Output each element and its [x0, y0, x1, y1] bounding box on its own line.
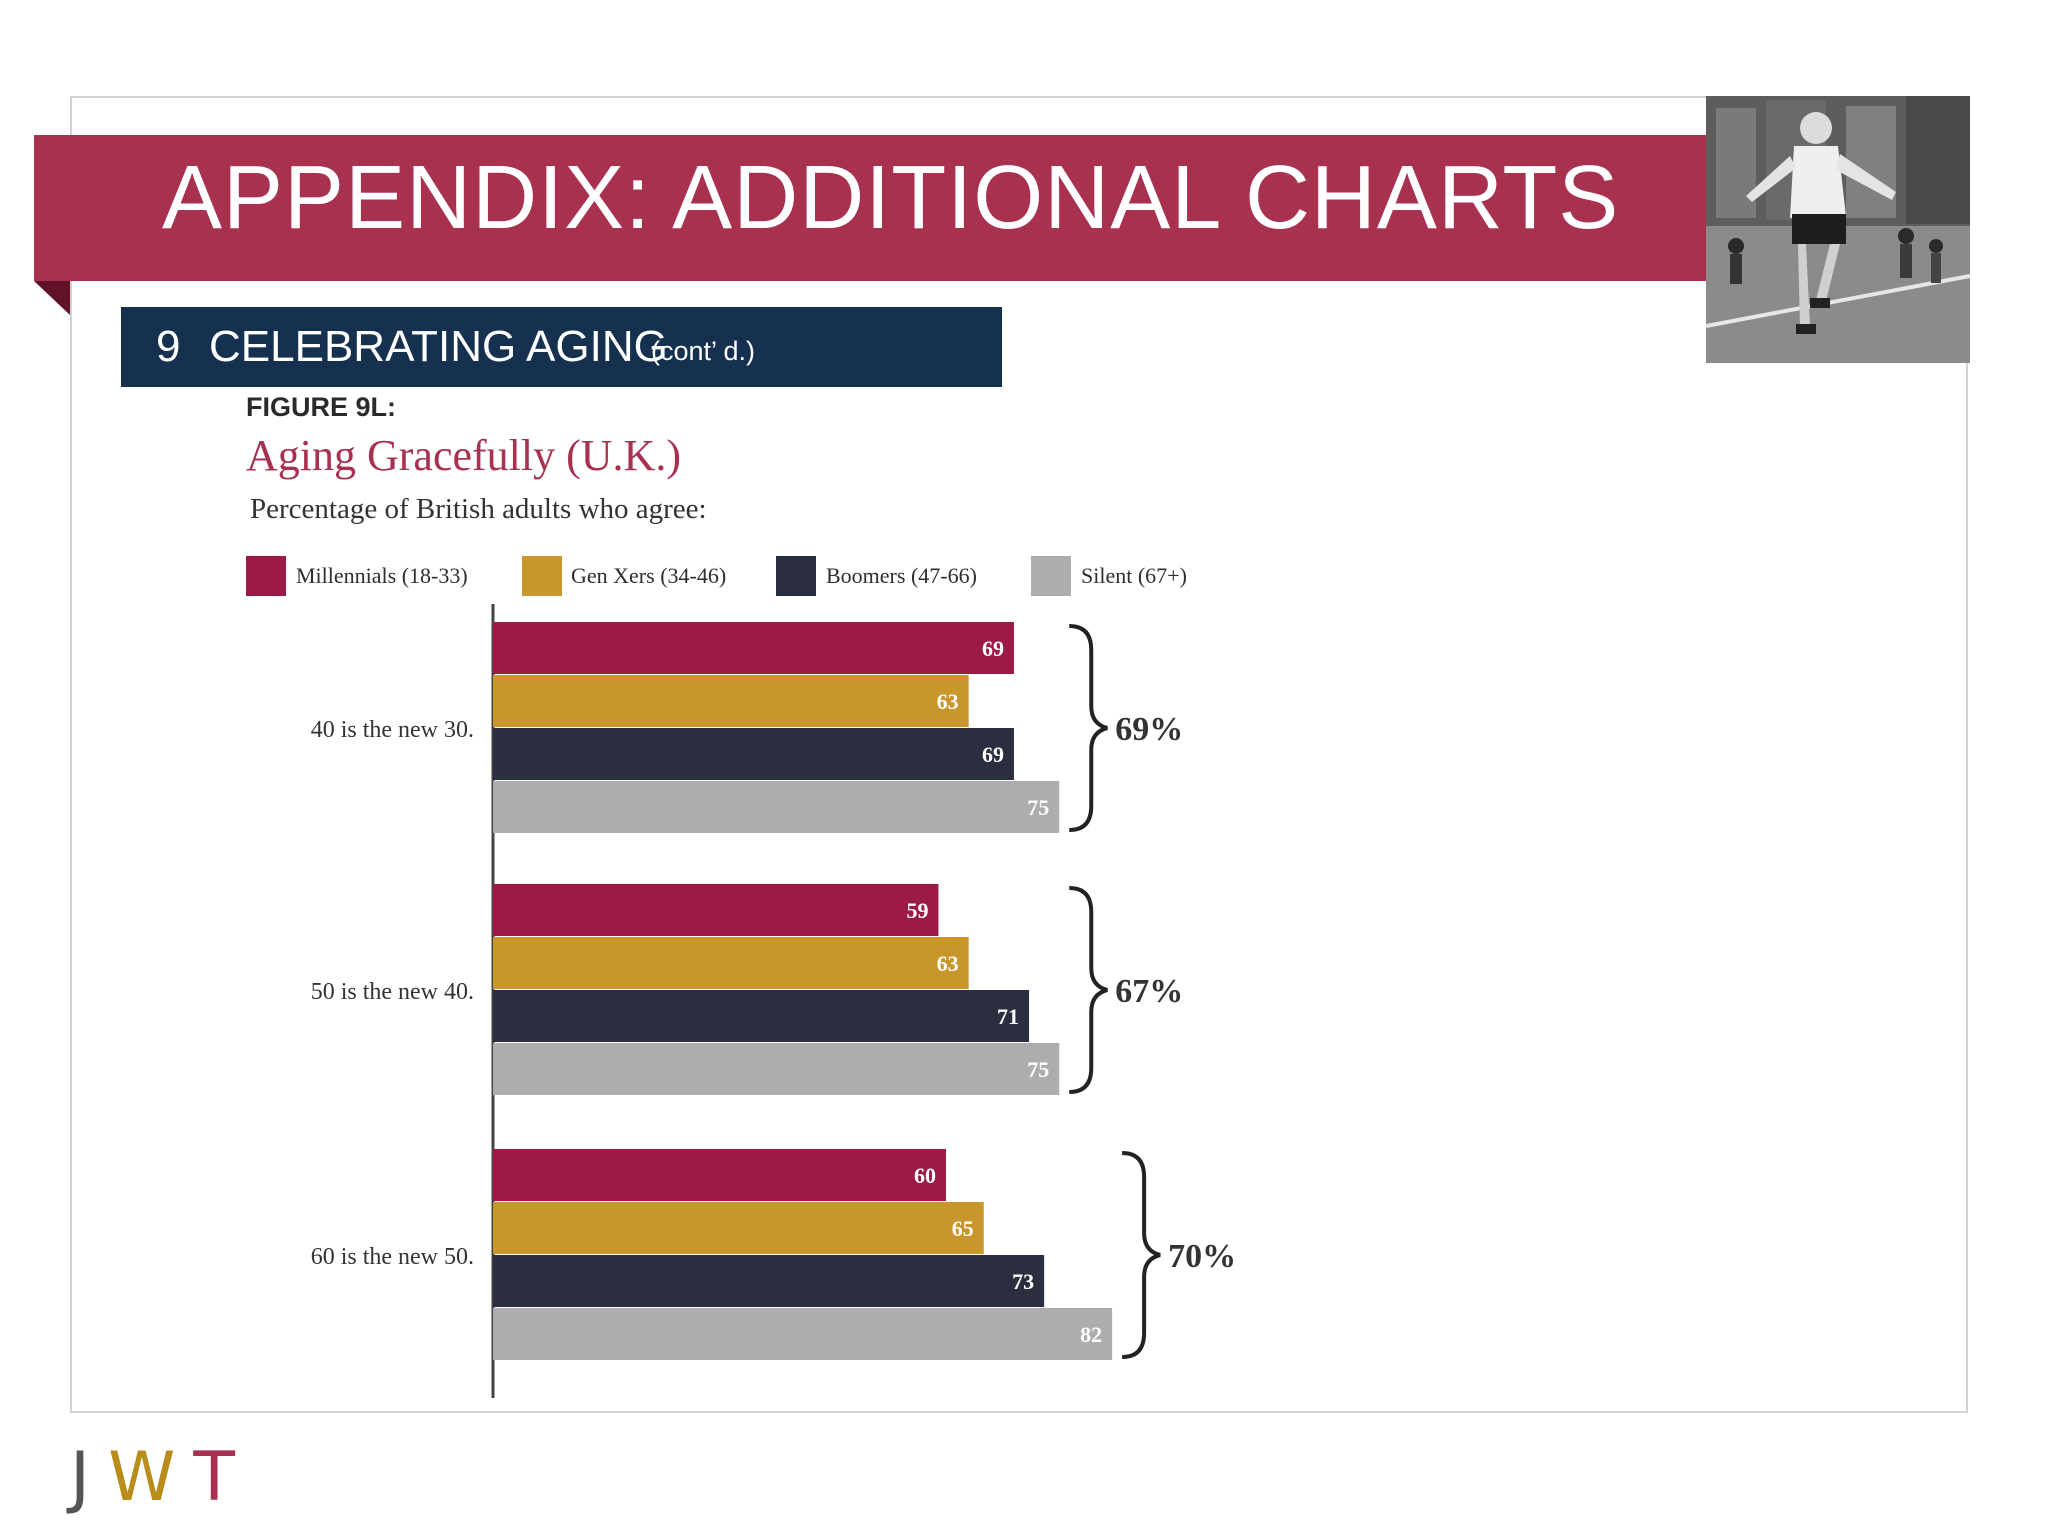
bar-value-label: 60	[914, 1163, 936, 1188]
chart-title: Aging Gracefully (U.K.)	[246, 431, 681, 480]
bar-2-3	[493, 990, 1030, 1042]
bar-value-label: 63	[937, 951, 959, 976]
logo-letter-j: J	[70, 1438, 109, 1517]
chart-subtitle: Percentage of British adults who agree:	[250, 493, 707, 525]
logo-letter-t: T	[193, 1438, 253, 1517]
section-bar	[121, 307, 1002, 387]
legend-swatch-millennials	[246, 556, 286, 596]
jwt-logo: JWT	[70, 1442, 253, 1514]
page-title: APPENDIX: ADDITIONAL CHARTS	[162, 148, 1620, 248]
bar-2-2	[493, 937, 969, 989]
bar-value-label: 71	[997, 1004, 1019, 1029]
bar-3-2	[493, 1202, 984, 1254]
banner-fold	[34, 281, 70, 315]
figure-label: FIGURE 9L:	[246, 392, 397, 422]
title-banner	[34, 135, 1706, 281]
category-label: 50 is the new 40.	[311, 979, 474, 1005]
category-label: 40 is the new 30.	[311, 717, 474, 743]
legend-swatch-silent	[1031, 556, 1071, 596]
legend-swatch-boomers	[776, 556, 816, 596]
bar-value-label: 69	[982, 742, 1004, 767]
bar-3-3	[493, 1255, 1045, 1307]
bracket	[1121, 1151, 1161, 1359]
section-title: CELEBRATING AGING	[209, 322, 668, 371]
bracket	[1069, 886, 1108, 1094]
bar-value-label: 65	[952, 1216, 974, 1241]
bar-value-label: 69	[982, 636, 1004, 661]
legend-label-genx: Gen Xers (34-46)	[571, 563, 727, 588]
group-total-label: 67%	[1115, 973, 1183, 1010]
bar-1-4	[493, 781, 1060, 833]
bar-value-label: 73	[1012, 1269, 1034, 1294]
bar-1-2	[493, 675, 969, 727]
bar-3-1	[493, 1149, 946, 1201]
bar-value-label: 75	[1027, 1057, 1049, 1082]
bar-3-4	[493, 1308, 1113, 1360]
runner-photo	[1706, 96, 1970, 363]
legend-swatch-genx	[522, 556, 562, 596]
logo-letter-w: W	[108, 1438, 194, 1517]
bar-1-1	[493, 622, 1014, 674]
category-label: 60 is the new 50.	[311, 1244, 474, 1270]
legend-label-millennials: Millennials (18-33)	[296, 563, 468, 588]
bar-1-3	[493, 728, 1014, 780]
bar-value-label: 82	[1080, 1322, 1102, 1347]
bar-value-label: 75	[1027, 795, 1049, 820]
legend-label-silent: Silent (67+)	[1081, 563, 1187, 588]
group-total-label: 69%	[1115, 711, 1183, 748]
bracket	[1069, 624, 1108, 832]
legend-label-boomers: Boomers (47-66)	[826, 563, 977, 588]
section-number: 9	[156, 322, 181, 371]
bar-2-1	[493, 884, 939, 936]
bar-value-label: 63	[937, 689, 959, 714]
group-total-label: 70%	[1168, 1238, 1236, 1275]
section-suffix: (cont’ d.)	[651, 336, 756, 366]
bar-value-label: 59	[906, 898, 928, 923]
bar-2-4	[493, 1043, 1060, 1095]
